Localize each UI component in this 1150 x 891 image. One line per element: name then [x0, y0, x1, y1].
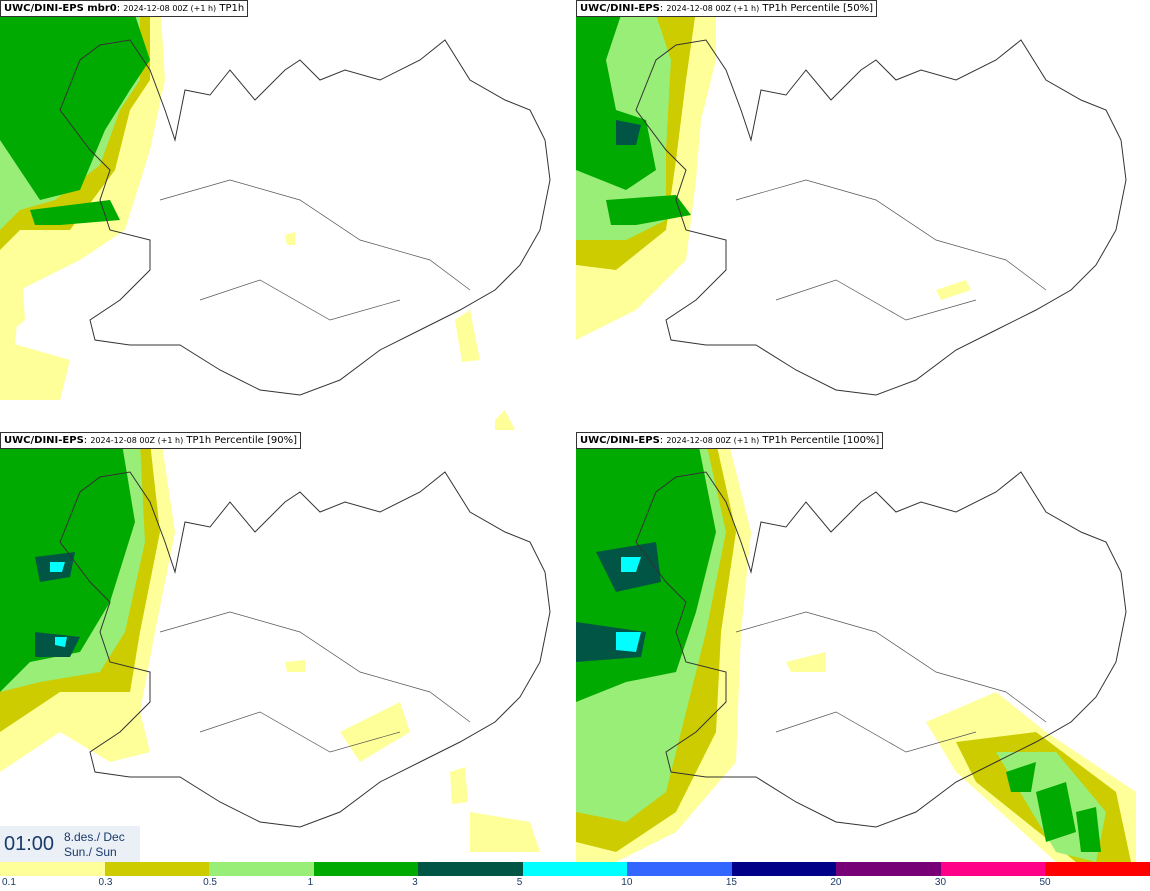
legend-tick-label: 20: [830, 877, 842, 888]
precipitation-map: [576, 432, 1136, 862]
legend-tick-label: 0.3: [98, 877, 113, 888]
legend-tick-label: 0.5: [203, 877, 217, 888]
panel-title: UWC/DINI-EPS: 2024-12-08 00Z (+1 h) TP1h…: [576, 432, 884, 449]
legend-swatch: [522, 862, 628, 876]
date-line-2: Sun./ Sun: [64, 845, 117, 859]
panel-divider-horizontal: [0, 430, 1150, 432]
legend-tick-label: 0.1: [2, 877, 16, 888]
legend-swatch: [627, 862, 732, 876]
legend-swatch: [104, 862, 210, 876]
date-line-1: 8.des./ Dec: [64, 830, 125, 844]
valid-time: 01:00: [4, 833, 55, 855]
color-legend: 0.1 0.3 0.5 1 3 5 10 15 20 30 50: [0, 862, 1150, 891]
legend-swatch: [313, 862, 419, 876]
legend-tick-label: 15: [725, 877, 737, 888]
map-panel-p50: UWC/DINI-EPS: 2024-12-08 00Z (+1 h) TP1h…: [576, 0, 1150, 430]
precipitation-map: [576, 0, 1127, 396]
legend-swatch: [836, 862, 941, 876]
precipitation-map: [0, 432, 551, 852]
map-panel-p90: UWC/DINI-EPS: 2024-12-08 00Z (+1 h) TP1h…: [0, 432, 574, 862]
valid-time-box: 01:00 8.des./ Dec Sun./ Sun: [0, 826, 140, 862]
legend-tick-label: 5: [516, 877, 523, 888]
legend-tick-label: 3: [412, 877, 418, 888]
legend-tick-label: 1: [307, 877, 314, 888]
panel-title: UWC/DINI-EPS: 2024-12-08 00Z (+1 h) TP1h…: [576, 0, 877, 17]
valid-date: 8.des./ Dec Sun./ Sun: [64, 830, 125, 860]
legend-tick-label: 50: [1039, 877, 1051, 888]
map-panel-mbr0: UWC/DINI-EPS mbr0: 2024-12-08 00Z (+1 h)…: [0, 0, 574, 430]
legend-swatch: [731, 862, 837, 876]
legend-tick-label: 30: [934, 877, 947, 888]
legend-swatch: [940, 862, 1046, 876]
legend-tick-label: 10: [621, 877, 633, 888]
legend-swatch: [209, 862, 314, 876]
legend-swatch: [0, 862, 105, 876]
panel-title: UWC/DINI-EPS mbr0: 2024-12-08 00Z (+1 h)…: [0, 0, 249, 17]
panel-title: UWC/DINI-EPS: 2024-12-08 00Z (+1 h) TP1h…: [0, 432, 301, 449]
legend-color-bar: [0, 862, 1150, 876]
legend-swatch: [1045, 862, 1150, 876]
map-panel-p100: UWC/DINI-EPS: 2024-12-08 00Z (+1 h) TP1h…: [576, 432, 1150, 862]
precipitation-map: [0, 0, 551, 430]
legend-swatch: [418, 862, 523, 876]
